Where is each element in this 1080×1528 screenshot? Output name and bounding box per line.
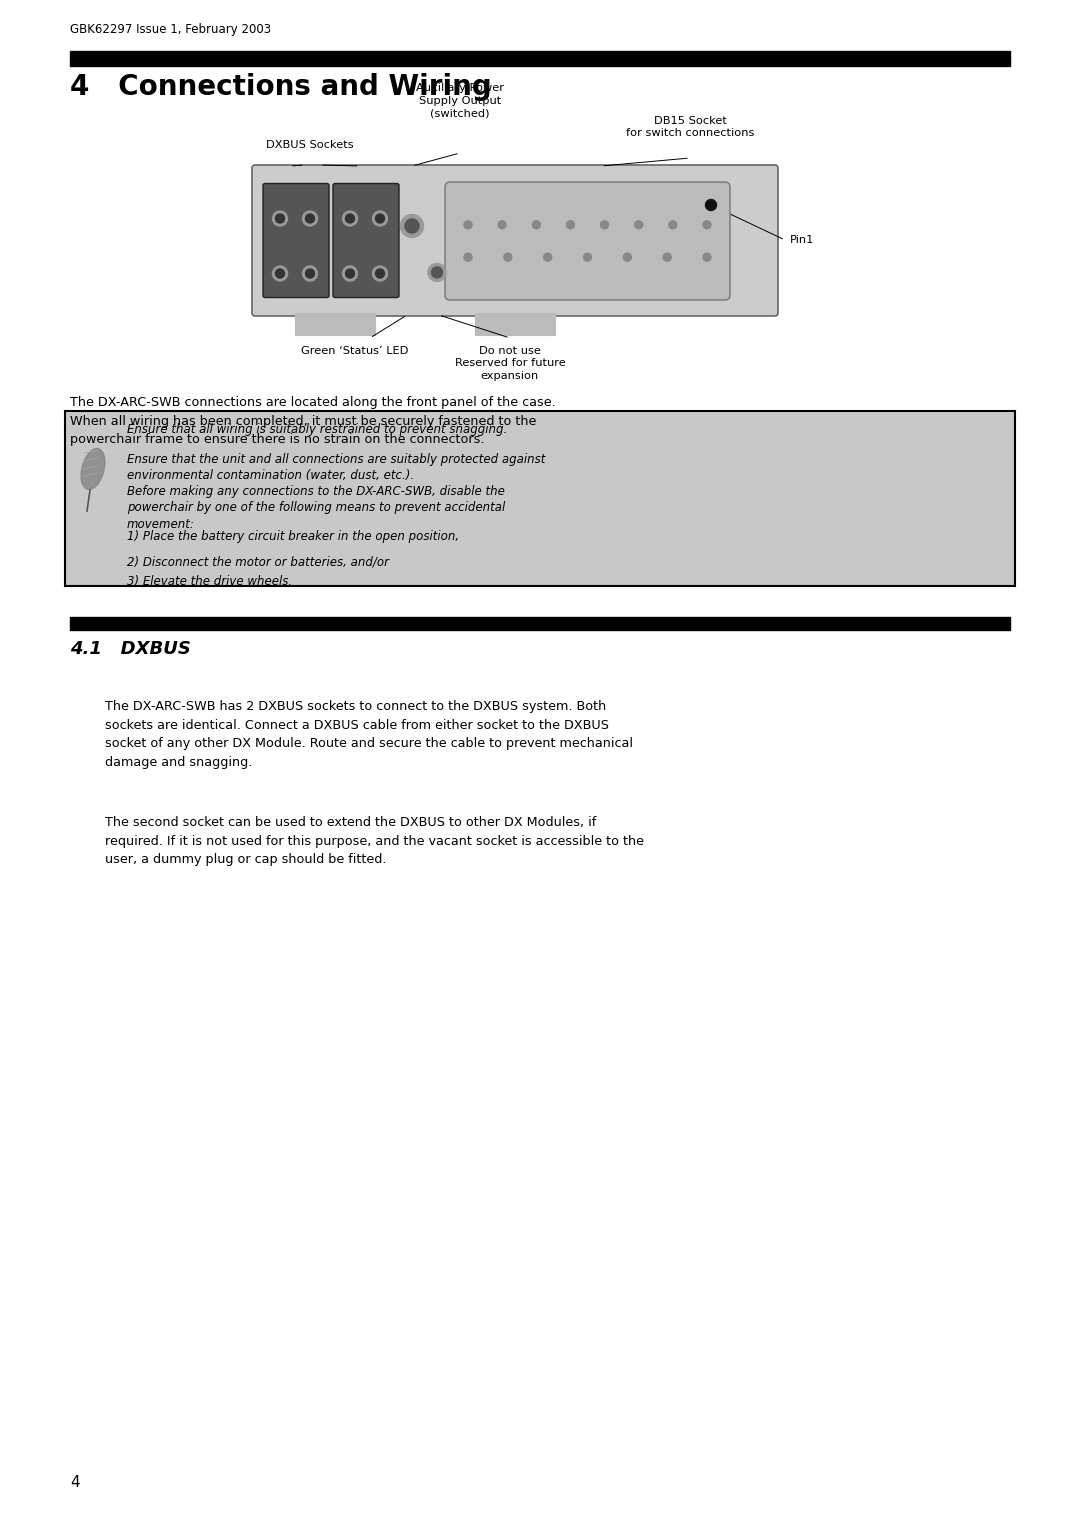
Text: The DX-ARC-SWB has 2 DXBUS sockets to connect to the DXBUS system. Both
sockets : The DX-ARC-SWB has 2 DXBUS sockets to co… (105, 700, 633, 769)
Text: 2) Disconnect the motor or batteries, and/or: 2) Disconnect the motor or batteries, an… (127, 556, 389, 568)
Circle shape (432, 267, 443, 278)
Circle shape (306, 214, 314, 223)
Circle shape (342, 266, 357, 281)
Text: DXBUS Sockets: DXBUS Sockets (266, 141, 354, 150)
Circle shape (566, 222, 575, 229)
Circle shape (272, 266, 287, 281)
Circle shape (302, 211, 318, 226)
Text: Pin1: Pin1 (789, 235, 814, 244)
Circle shape (401, 214, 423, 237)
Bar (295, 313, 375, 335)
Circle shape (373, 266, 388, 281)
Circle shape (543, 254, 552, 261)
Circle shape (405, 219, 419, 232)
FancyBboxPatch shape (252, 165, 778, 316)
Text: DB15 Socket
for switch connections: DB15 Socket for switch connections (625, 116, 754, 138)
Text: Auxiliary Power
Supply Output
(switched): Auxiliary Power Supply Output (switched) (416, 83, 504, 118)
Circle shape (306, 269, 314, 278)
Circle shape (635, 222, 643, 229)
Circle shape (703, 254, 711, 261)
Text: 4   Connections and Wiring: 4 Connections and Wiring (70, 73, 491, 101)
Text: Ensure that all wiring is suitably restrained to prevent snagging.: Ensure that all wiring is suitably restr… (127, 423, 508, 435)
Text: 1) Place the battery circuit breaker in the open position,: 1) Place the battery circuit breaker in … (127, 530, 459, 542)
Circle shape (498, 222, 507, 229)
Text: 4.1   DXBUS: 4.1 DXBUS (70, 640, 191, 659)
Text: Ensure that the unit and all connections are suitably protected against
environm: Ensure that the unit and all connections… (127, 452, 545, 483)
Circle shape (464, 222, 472, 229)
Circle shape (272, 211, 287, 226)
Circle shape (275, 214, 284, 223)
Circle shape (302, 266, 318, 281)
Bar (65, 411, 1015, 587)
Circle shape (663, 254, 671, 261)
Circle shape (346, 269, 354, 278)
Circle shape (669, 222, 677, 229)
Ellipse shape (81, 449, 105, 489)
FancyBboxPatch shape (333, 183, 399, 298)
Bar (70, 50, 1010, 66)
Circle shape (464, 254, 472, 261)
Circle shape (346, 214, 354, 223)
Text: GBK62297 Issue 1, February 2003: GBK62297 Issue 1, February 2003 (70, 23, 271, 37)
Circle shape (342, 211, 357, 226)
Circle shape (703, 222, 711, 229)
Bar (475, 313, 555, 335)
Text: 4: 4 (70, 1475, 80, 1490)
Text: The second socket can be used to extend the DXBUS to other DX Modules, if
requir: The second socket can be used to extend … (105, 816, 644, 866)
Text: Green ‘Status’ LED: Green ‘Status’ LED (301, 345, 408, 356)
Circle shape (705, 200, 716, 211)
Circle shape (623, 254, 632, 261)
Text: Do not use
Reserved for future
expansion: Do not use Reserved for future expansion (455, 345, 565, 380)
Text: 3) Elevate the drive wheels.: 3) Elevate the drive wheels. (127, 575, 292, 588)
Circle shape (376, 214, 384, 223)
Text: The DX-ARC-SWB connections are located along the front panel of the case.
When a: The DX-ARC-SWB connections are located a… (70, 396, 556, 446)
Circle shape (373, 211, 388, 226)
Circle shape (583, 254, 592, 261)
Text: Before making any connections to the DX-ARC-SWB, disable the
powerchair by one o: Before making any connections to the DX-… (127, 484, 505, 532)
Circle shape (376, 269, 384, 278)
Circle shape (428, 263, 446, 281)
Circle shape (504, 254, 512, 261)
FancyBboxPatch shape (264, 183, 329, 298)
Circle shape (532, 222, 540, 229)
Circle shape (600, 222, 608, 229)
Bar (70, 617, 1010, 630)
Circle shape (275, 269, 284, 278)
FancyBboxPatch shape (445, 182, 730, 299)
